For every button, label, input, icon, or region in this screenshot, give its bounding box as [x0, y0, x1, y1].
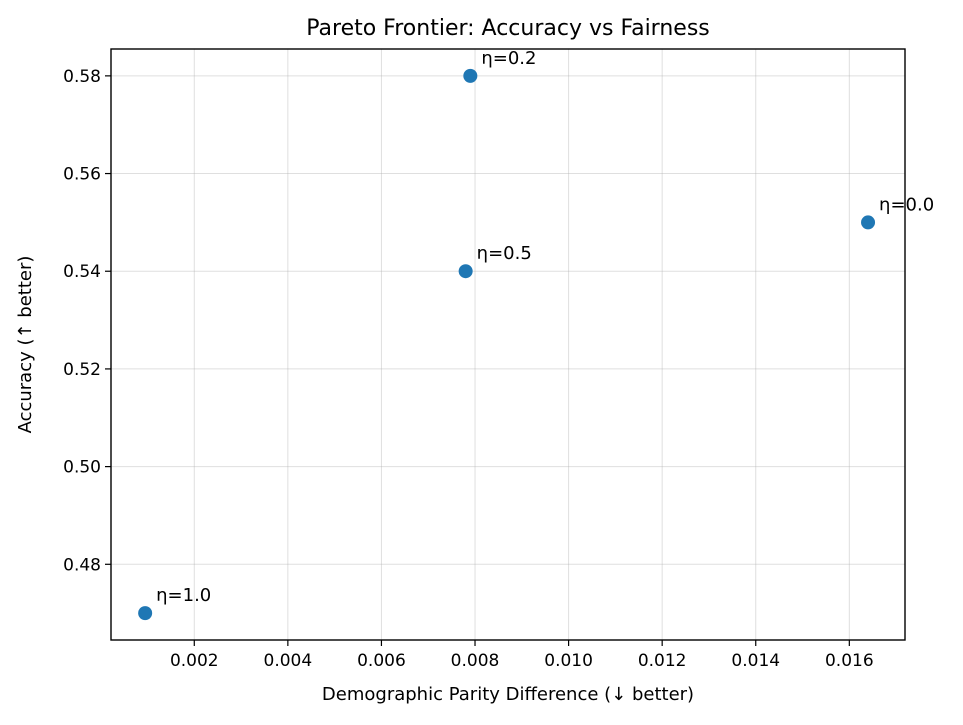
x-tick-label: 0.012: [638, 651, 687, 671]
data-point-label: η=0.0: [879, 194, 934, 215]
data-point: [861, 215, 876, 230]
y-tick-label: 0.58: [63, 67, 101, 87]
y-tick-label: 0.52: [63, 360, 101, 380]
y-tick-label: 0.48: [63, 555, 101, 575]
data-point: [138, 606, 153, 621]
x-axis-label: Demographic Parity Difference (↓ better): [322, 684, 694, 705]
y-tick-label: 0.54: [63, 262, 101, 282]
tick-layer: 0.002 0.004 0.006 0.008 0.010 0.012 0.014 0.016…: [63, 67, 874, 671]
x-tick-label: 0.006: [357, 651, 406, 671]
y-tick-label: 0.50: [63, 458, 101, 478]
x-tick-label: 0.014: [731, 651, 780, 671]
x-tick-label: 0.010: [544, 651, 593, 671]
x-tick-label: 0.002: [170, 651, 219, 671]
y-axis-label: Accuracy (↑ better): [15, 256, 36, 434]
point-layer: η=0.0 η=0.2 η=0.5 η=1.0: [138, 48, 934, 621]
y-tick-label: 0.56: [63, 165, 101, 185]
data-point: [463, 68, 478, 83]
data-point-label: η=0.5: [477, 243, 532, 264]
data-point-label: η=1.0: [156, 585, 211, 606]
data-point-label: η=0.2: [481, 48, 536, 69]
x-tick-label: 0.008: [451, 651, 500, 671]
x-tick-label: 0.004: [264, 651, 313, 671]
grid-layer: [111, 49, 905, 640]
chart-title: Pareto Frontier: Accuracy vs Fairness: [306, 16, 710, 41]
x-tick-label: 0.016: [825, 651, 874, 671]
plot-frame: [110, 48, 906, 641]
data-point: [458, 264, 473, 279]
